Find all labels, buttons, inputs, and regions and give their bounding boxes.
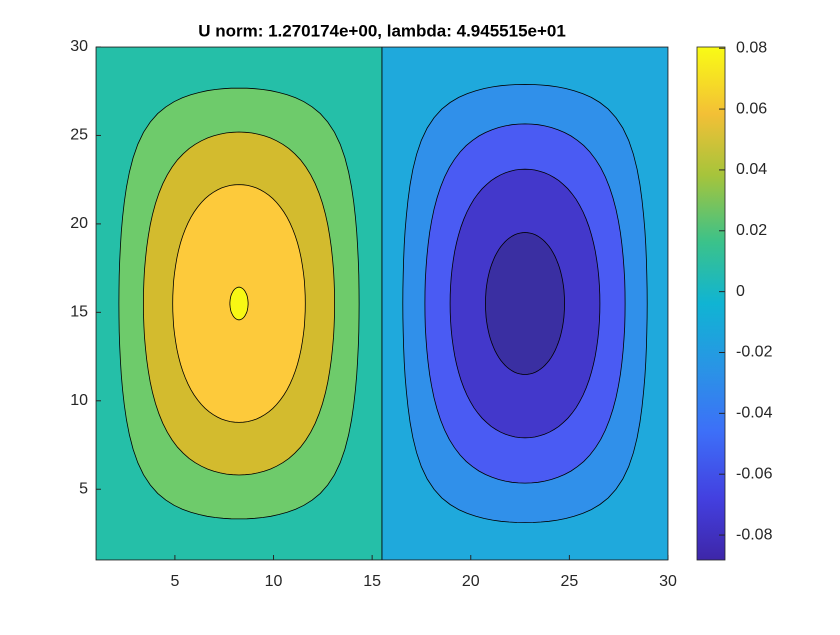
contour-region [229,286,249,321]
x-tick-label: 5 [170,573,179,590]
colorbar-tick-label: -0.08 [736,526,773,543]
colorbar-tick-label: -0.06 [736,465,773,482]
colorbar [696,46,726,561]
colorbar-tick-label: -0.04 [736,405,773,422]
y-tick-label: 5 [79,480,88,497]
colorbar-tick-label: 0.02 [736,222,767,239]
y-tick-label: 25 [70,127,88,144]
y-tick-label: 15 [70,304,88,321]
y-tick-label: 10 [70,392,88,409]
colorbar-tick-label: 0.06 [736,100,767,117]
x-tick-label: 25 [560,573,578,590]
x-tick-label: 10 [265,573,283,590]
contour-region [484,232,566,375]
x-tick-label: 30 [659,573,677,590]
x-tick-label: 15 [363,573,381,590]
x-tick-label: 20 [462,573,480,590]
y-tick-label: 20 [70,215,88,232]
y-tick-label: 30 [70,38,88,55]
colorbar-tick-label: 0 [736,283,745,300]
chart-title: U norm: 1.270174e+00, lambda: 4.945515e+… [198,21,566,40]
colorbar-tick-label: 0.04 [736,161,767,178]
colorbar-tick-label: -0.02 [736,344,773,361]
colorbar-tick-label: 0.08 [736,39,767,56]
axes-box [95,46,669,561]
plot-area [96,47,668,560]
